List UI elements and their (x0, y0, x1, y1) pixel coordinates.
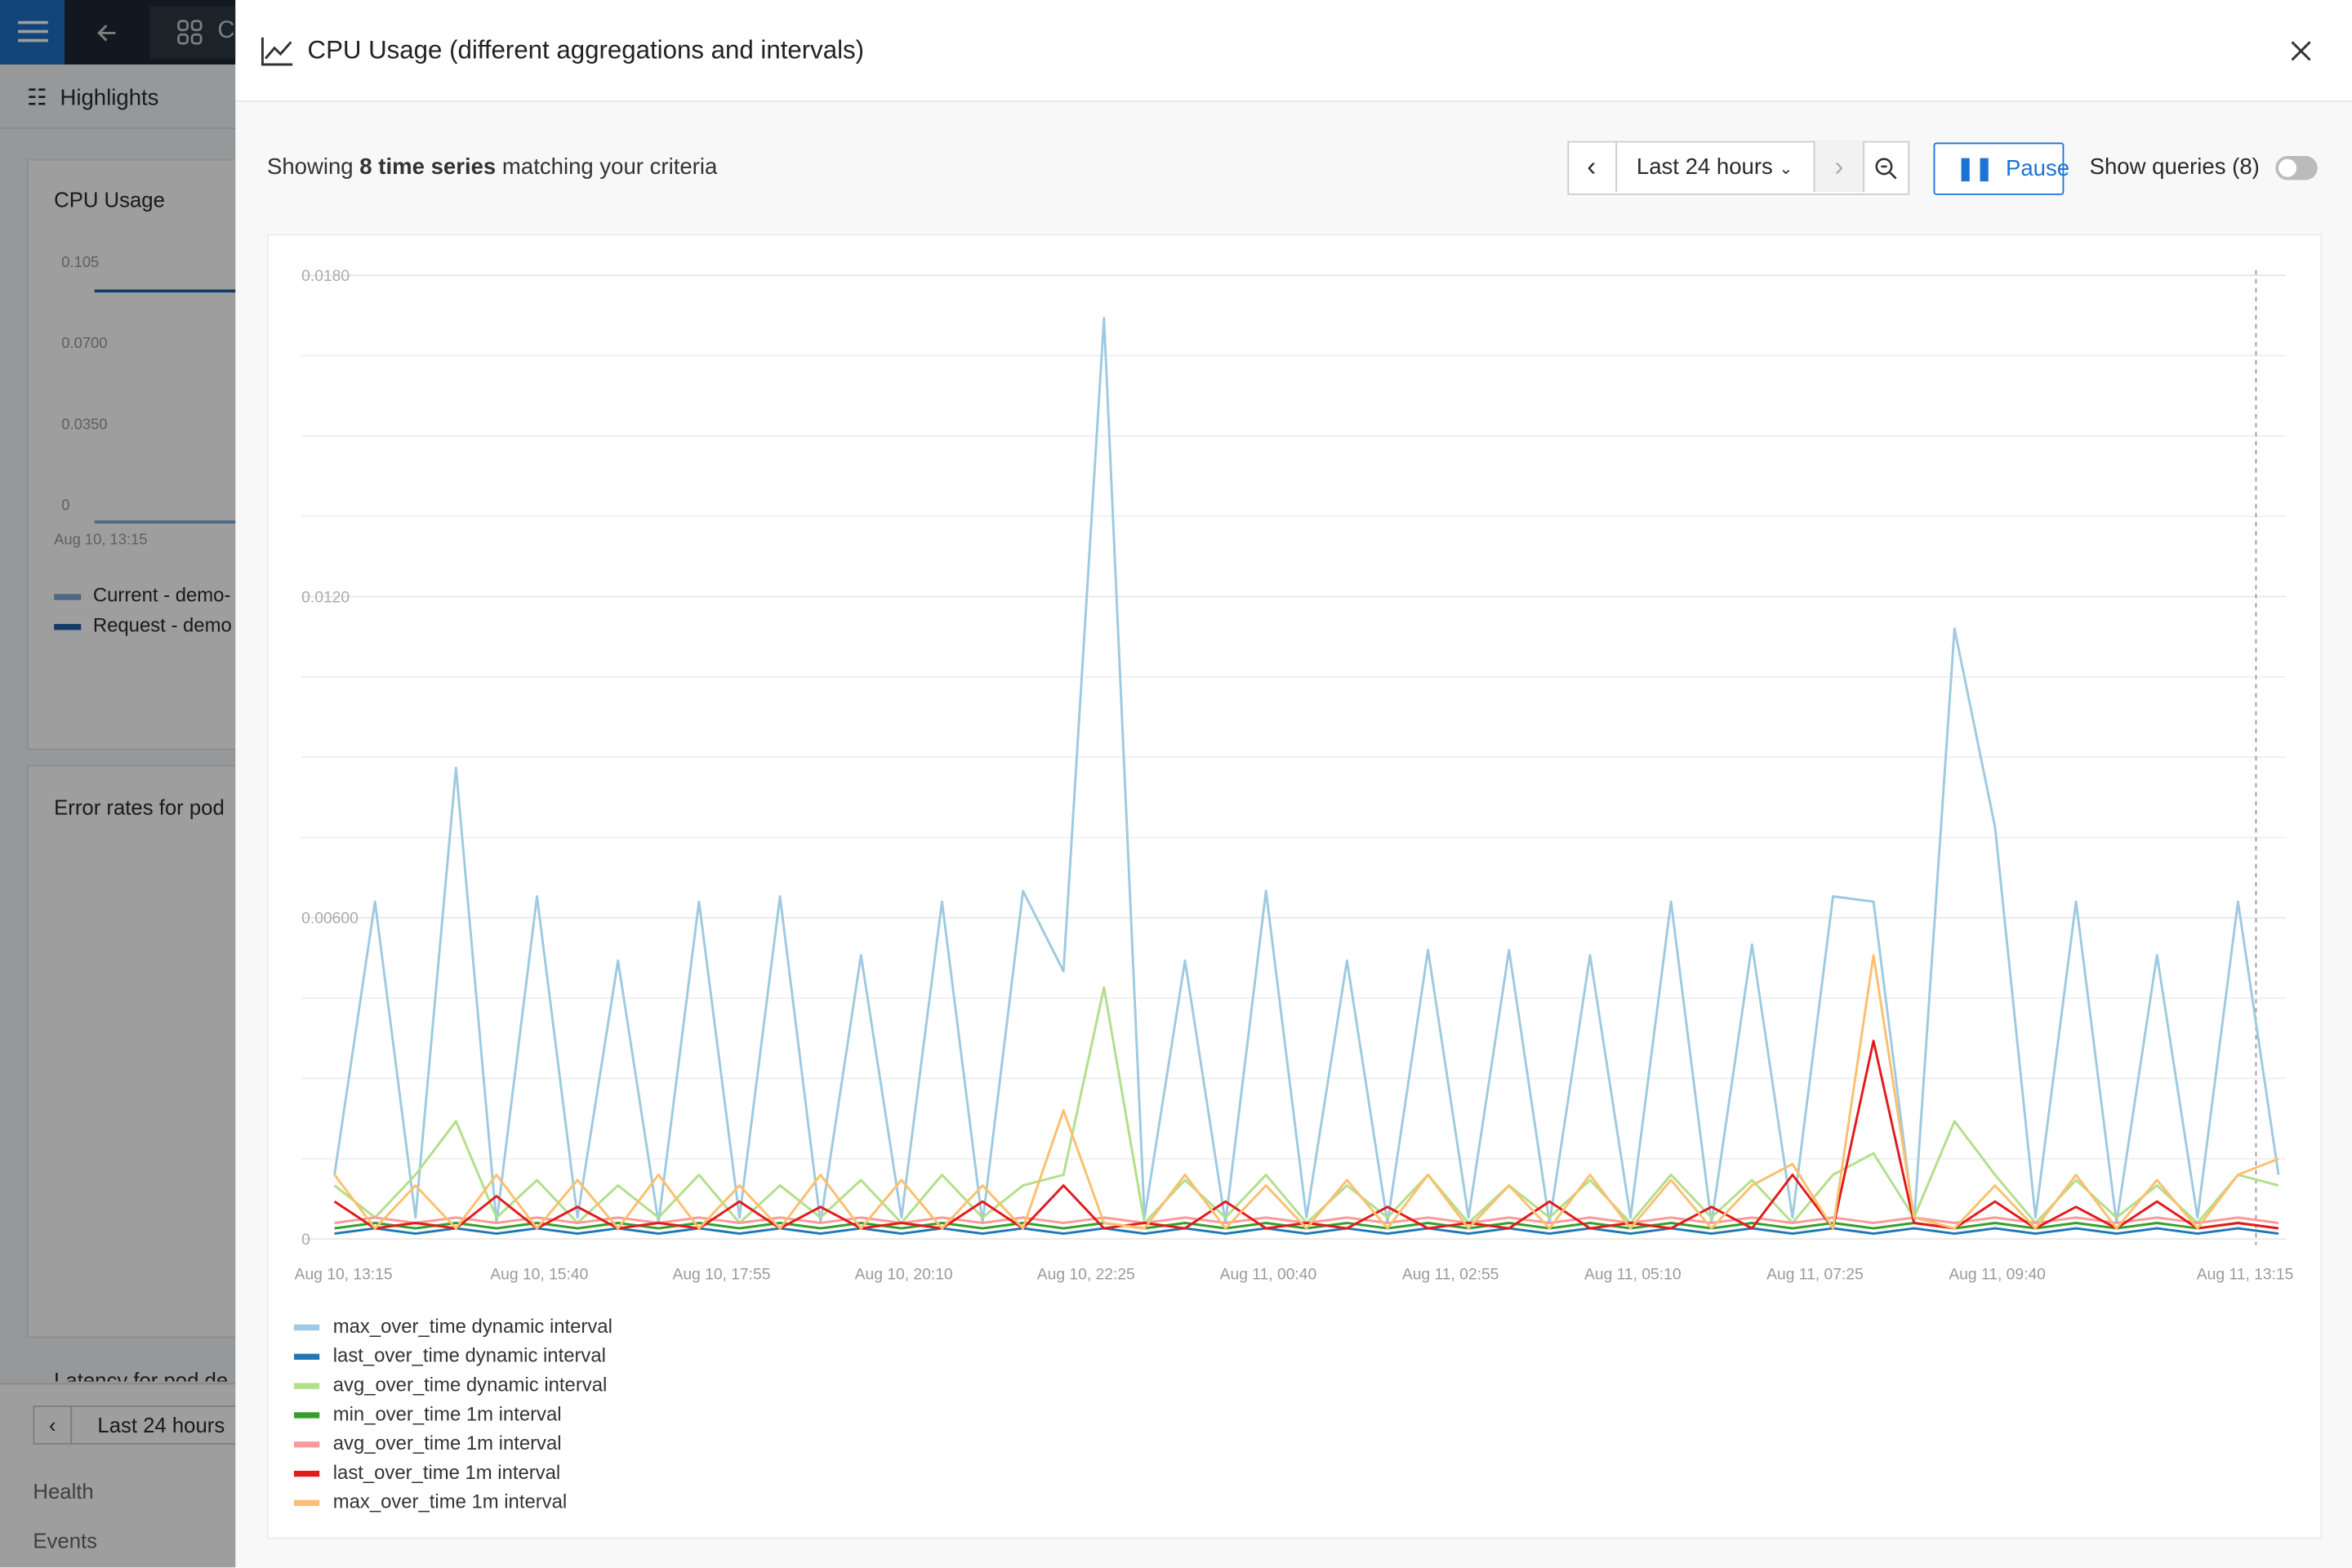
panel-title: Latency for pod de (54, 1368, 229, 1382)
legend-swatch (294, 1412, 320, 1419)
menu-button[interactable] (0, 0, 65, 65)
panel-legend-text: Request - demo (92, 613, 232, 636)
panel-x-label: Aug 10, 13:15 (54, 532, 148, 550)
legend-label: last_over_time dynamic interval (333, 1345, 606, 1367)
footer-health: Health (33, 1479, 94, 1503)
panel-line (94, 520, 236, 524)
legend-swatch (294, 1324, 320, 1331)
close-button[interactable] (2289, 39, 2313, 63)
panel-tick: 0.105 (61, 255, 100, 272)
legend-swatch (294, 1383, 320, 1389)
overlay[interactable] (0, 0, 236, 1568)
summary: Showing 8 time series matching your crit… (267, 154, 717, 180)
series-line (333, 317, 2280, 1224)
range-select[interactable]: Last 24 hours ⌄ (1636, 154, 1793, 180)
legend-swatch (294, 1353, 320, 1361)
legend-label: last_over_time 1m interval (333, 1462, 560, 1484)
summary-count: 8 time series (359, 154, 497, 180)
pause-text: Pause (2005, 156, 2070, 182)
panel-title: CPU Usage (54, 187, 165, 212)
x-tick-label: Aug 10, 15:40 (490, 1266, 588, 1283)
panel-legend: Request - demo (54, 613, 232, 636)
series-line (333, 954, 2279, 1230)
series-line (334, 1227, 2279, 1236)
footer-events: Events (33, 1528, 98, 1553)
x-tick-label: Aug 11, 09:40 (1949, 1266, 2046, 1283)
panel-legend-text: Current - demo- (92, 583, 231, 607)
chart-icon (261, 37, 293, 66)
legend-swatch (294, 1499, 320, 1507)
x-tick-label: Aug 10, 22:25 (1037, 1266, 1135, 1283)
x-tick-label: Aug 11, 00:40 (1220, 1266, 1317, 1283)
back-button[interactable] (93, 18, 123, 48)
modal-title: CPU Usage (different aggregations and in… (307, 36, 865, 65)
footer-range-text: Last 24 hours (97, 1413, 225, 1437)
series-line (333, 1040, 2279, 1230)
panel-legend: Current - demo- (54, 583, 230, 606)
series-line (333, 986, 2279, 1224)
legend-label: avg_over_time 1m interval (333, 1432, 562, 1454)
panel-tick: 0.0700 (61, 336, 108, 353)
x-tick-label: Aug 11, 13:15 (2197, 1266, 2294, 1283)
show-queries: Show queries (8) (2089, 154, 2260, 180)
panel-title: Error rates for pod (54, 795, 225, 819)
y-tick-label: 0.0120 (301, 589, 350, 606)
summary-text: Showing (266, 154, 354, 180)
nav-tab[interactable]: ☷ Highlights (27, 85, 159, 111)
panel-line (94, 289, 236, 293)
x-tick-label: Aug 11, 05:10 (1584, 1266, 1682, 1283)
pause-button[interactable]: ❚❚ Pause (1933, 142, 2069, 195)
prev-range[interactable]: ‹ (1567, 140, 1618, 193)
footer (0, 1383, 236, 1568)
chart-card (266, 234, 2323, 1539)
x-tick-label: Aug 10, 20:10 (855, 1266, 953, 1283)
zoom-out[interactable] (1873, 156, 1897, 180)
divider (0, 127, 236, 129)
x-tick-label: Aug 11, 02:55 (1402, 1266, 1499, 1283)
x-tick-label: Aug 10, 13:15 (295, 1266, 393, 1283)
toggle[interactable] (2275, 156, 2318, 180)
legend-label: avg_over_time dynamic interval (333, 1374, 608, 1396)
panel-tick: 0.0350 (61, 416, 108, 434)
legend-swatch (294, 1441, 320, 1448)
range-text: Last 24 hours (1636, 154, 1773, 180)
modal-header (235, 0, 2352, 102)
panel (27, 764, 270, 1339)
legend-label: max_over_time dynamic interval (333, 1316, 612, 1338)
next-range[interactable]: › (1813, 140, 1865, 193)
nav-tab-label: Highlights (60, 85, 159, 111)
panel-tick: 0 (61, 497, 70, 515)
y-tick-label: 0.00600 (301, 911, 359, 928)
summary-text: matching your criteria (501, 154, 718, 180)
y-tick-label: 0.0180 (301, 268, 350, 285)
breadcrumb (149, 6, 236, 59)
legend-label: max_over_time 1m interval (333, 1491, 567, 1513)
legend-label: min_over_time 1m interval (333, 1403, 562, 1425)
x-tick-label: Aug 11, 07:25 (1766, 1266, 1864, 1283)
footer-range[interactable]: Last 24 hours (70, 1405, 279, 1445)
panel (27, 158, 270, 751)
x-tick-label: Aug 10, 17:55 (672, 1266, 770, 1283)
apps-icon (177, 20, 203, 45)
y-tick-label: 0 (301, 1232, 310, 1249)
legend-swatch (294, 1470, 320, 1477)
